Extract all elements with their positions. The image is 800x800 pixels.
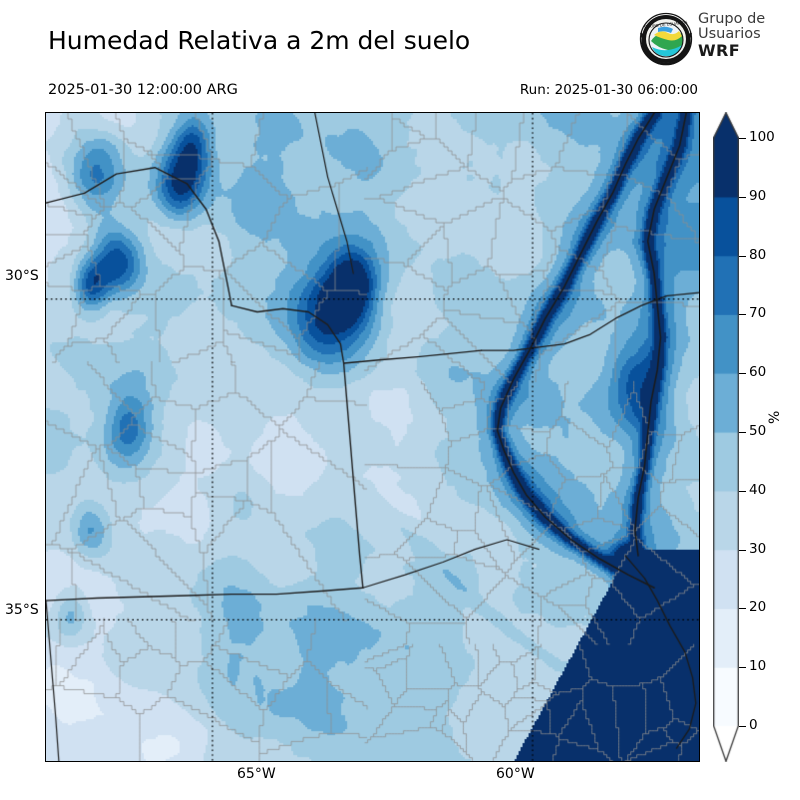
colorbar-tick-50 [739,432,746,433]
valid-time-label: 2025-01-30 12:00:00 ARG [48,82,238,98]
axis-label-lon-65w: 65°W [237,766,276,782]
logo-line-2: Usuarios [698,25,761,42]
colorbar-tick-100 [739,138,746,139]
wrf-globe-seal-icon: GRUPO DE USUARIOS [639,12,693,66]
logo-line-3: WRF [698,40,741,60]
colorbar-tick-label-10: 10 [749,658,767,675]
colorbar-tick-label-40: 40 [749,481,767,498]
colorbar-tick-0 [739,726,746,727]
colorbar-tick-label-100: 100 [749,129,775,145]
axis-label-lon-60w: 60°W [496,766,535,782]
axis-label-lat-35s: 35°S [5,602,39,618]
colorbar-tick-90 [739,196,746,198]
logo-line-1: Grupo de [698,11,766,27]
colorbar-tick-40 [739,490,746,492]
colorbar-tick-label-0: 0 [749,717,758,733]
colorbar-tick-label-50: 50 [749,423,767,439]
colorbar-tick-60 [739,373,746,375]
colorbar-tick-label-20: 20 [749,599,767,616]
colorbar-tick-label-60: 60 [749,364,767,381]
colorbar [713,112,739,762]
colorbar-unit-label: % [767,410,783,424]
svg-text:GRUPO DE USUARIOS: GRUPO DE USUARIOS [644,20,688,30]
humidity-map-canvas [46,113,699,761]
humidity-map[interactable] [45,112,700,762]
page-title: Humedad Relativa a 2m del suelo [48,26,471,55]
run-time-label: Run: 2025-01-30 06:00:00 [519,82,698,98]
colorbar-tick-label-30: 30 [749,540,767,557]
colorbar-tick-10 [739,667,746,669]
colorbar-tick-30 [739,549,746,551]
logo-text-block: Grupo de Usuarios WRF [698,12,765,59]
wrf-user-group-logo: GRUPO DE USUARIOS Grupo de Usuarios WRF [638,9,798,69]
axis-label-lat-30s: 30°S [5,268,39,284]
colorbar-tick-80 [739,255,746,257]
colorbar-tick-label-90: 90 [749,187,767,204]
colorbar-tick-70 [739,314,746,316]
colorbar-tick-label-80: 80 [749,246,767,263]
colorbar-tick-20 [739,608,746,610]
colorbar-canvas [713,112,739,762]
colorbar-tick-label-70: 70 [749,305,767,322]
